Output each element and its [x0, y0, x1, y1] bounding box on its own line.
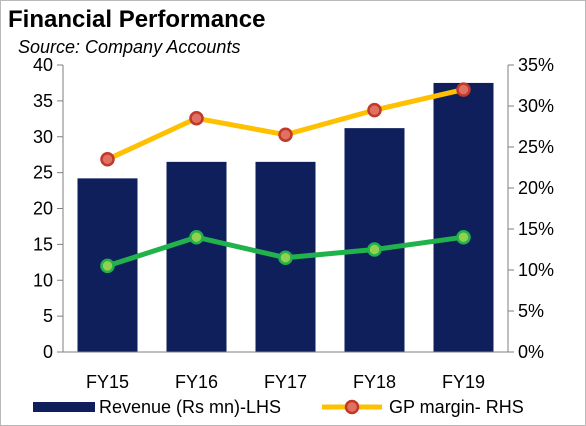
- left-tick-label: 35: [33, 91, 53, 111]
- left-tick-label: 30: [33, 127, 53, 147]
- x-tick-label: FY18: [353, 372, 396, 392]
- right-tick-label: 5%: [518, 301, 544, 321]
- line-point-0-fy17: [278, 127, 293, 142]
- line-series-0: [106, 87, 465, 162]
- left-tick-label: 25: [33, 163, 53, 183]
- line-point-0-fy19: [456, 82, 471, 97]
- chart-title: Financial Performance: [8, 6, 266, 33]
- right-tick-label: 30%: [518, 96, 554, 116]
- right-tick-label: 20%: [518, 178, 554, 198]
- right-tick-label: 25%: [518, 137, 554, 157]
- left-tick-label: 5: [43, 306, 53, 326]
- line-point-0-fy18: [367, 102, 382, 118]
- left-tick-label: 10: [33, 270, 53, 290]
- x-tick-label: FY19: [442, 372, 485, 392]
- legend-marker-gp-margin: [344, 399, 360, 415]
- bar-fy19: [433, 82, 494, 352]
- x-tick-label: FY16: [175, 372, 218, 392]
- left-tick-label: 40: [33, 55, 53, 75]
- line-point-0-fy15: [100, 152, 115, 167]
- left-tick-label: 15: [33, 234, 53, 254]
- chart-subtitle: Source: Company Accounts: [18, 37, 241, 57]
- right-tick-label: 35%: [518, 55, 554, 75]
- right-tick-label: 10%: [518, 260, 554, 280]
- line-point-1-fy19: [456, 229, 471, 245]
- x-tick-label: FY17: [264, 372, 307, 392]
- line-point-1-fy16: [189, 229, 204, 245]
- legend-label-gp-margin: GP margin- RHS: [389, 397, 524, 417]
- x-tick-label: FY15: [86, 372, 129, 392]
- line-point-0-fy16: [189, 111, 204, 126]
- left-tick-label: 20: [33, 199, 53, 219]
- left-tick-label: 0: [43, 342, 53, 362]
- legend-swatch-revenue: [33, 402, 95, 412]
- bar-fy16: [166, 161, 227, 352]
- bar-fy18: [344, 128, 405, 352]
- legend-label-revenue: Revenue (Rs mn)-LHS: [99, 397, 281, 417]
- right-tick-label: 0%: [518, 342, 544, 362]
- right-tick-label: 15%: [518, 219, 554, 239]
- line-point-1-fy17: [278, 250, 293, 265]
- line-point-1-fy15: [100, 258, 115, 274]
- line-point-1-fy18: [367, 242, 382, 257]
